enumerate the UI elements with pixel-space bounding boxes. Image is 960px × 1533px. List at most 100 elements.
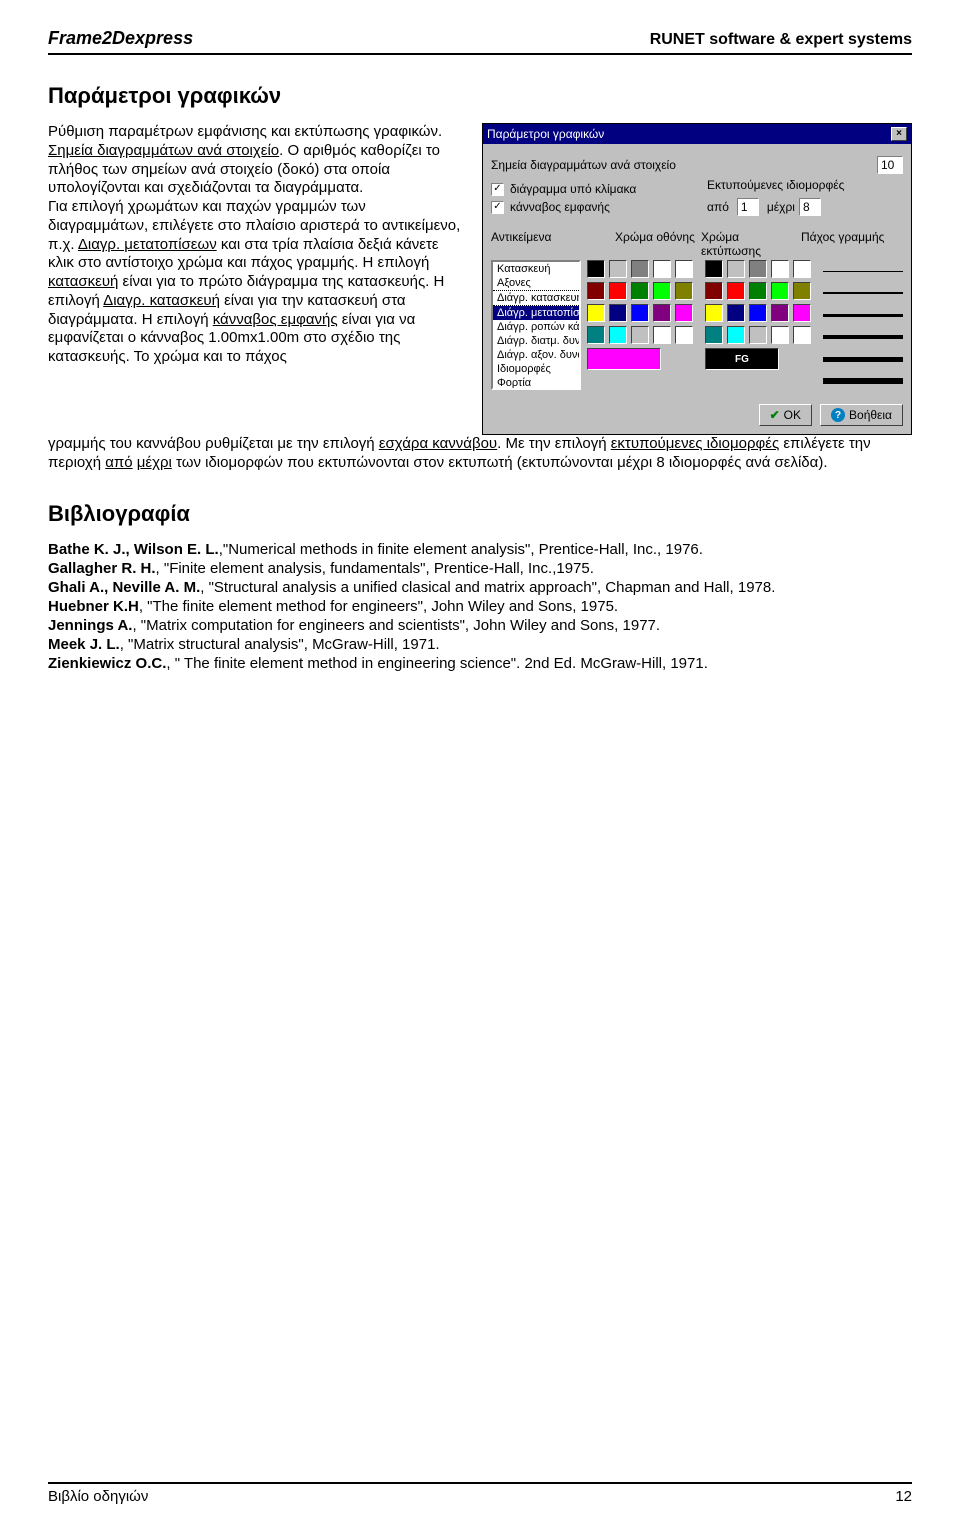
thickness-option[interactable] bbox=[823, 374, 903, 388]
list-item[interactable]: Κατασκευή bbox=[493, 262, 579, 276]
help-button[interactable]: ? Βοήθεια bbox=[820, 404, 903, 426]
color-swatch[interactable] bbox=[771, 260, 789, 278]
ok-button-label: OK bbox=[784, 408, 801, 422]
para-4-u1: εσχάρα καννάβου bbox=[379, 435, 497, 452]
para-4e: των ιδιομορφών που εκτυπώνονται στον εκτ… bbox=[172, 454, 828, 471]
thickness-option[interactable] bbox=[823, 330, 903, 344]
color-swatch[interactable] bbox=[771, 304, 789, 322]
color-swatch[interactable] bbox=[631, 282, 649, 300]
page-footer: Βιβλίο οδηγιών 12 bbox=[48, 1482, 912, 1505]
list-item[interactable]: Διάγρ. αξον. δυνάμεω bbox=[493, 348, 579, 362]
thickness-option[interactable] bbox=[823, 286, 903, 300]
screen-color-grid[interactable]: FG bbox=[587, 260, 693, 344]
color-swatch[interactable] bbox=[631, 304, 649, 322]
color-swatch[interactable] bbox=[675, 260, 693, 278]
checkbox-grid[interactable]: ✓ bbox=[491, 201, 504, 214]
color-swatch[interactable] bbox=[609, 304, 627, 322]
color-swatch[interactable] bbox=[675, 326, 693, 344]
color-swatch[interactable] bbox=[727, 282, 745, 300]
bib-entry: Zienkiewicz O.C., " The finite element m… bbox=[48, 655, 912, 672]
col-header-objects: Αντικείμενα bbox=[491, 230, 609, 258]
print-selected-swatch[interactable]: FG bbox=[705, 348, 779, 370]
color-swatch[interactable] bbox=[705, 304, 723, 322]
list-item[interactable]: Διάγρ. μετατοπίσεων bbox=[493, 306, 579, 320]
color-swatch[interactable] bbox=[653, 282, 671, 300]
points-label: Σημεία διαγραμμάτων ανά στοιχείο bbox=[491, 158, 877, 172]
color-swatch[interactable] bbox=[771, 326, 789, 344]
eigen-label: Εκτυπούμενες ιδιομορφές bbox=[707, 178, 903, 192]
thickness-option[interactable] bbox=[823, 264, 903, 278]
screen-selected-swatch[interactable] bbox=[587, 348, 661, 370]
bibliography-list: Bathe K. J., Wilson E. L.,"Numerical met… bbox=[48, 541, 912, 672]
color-swatch[interactable]: FG bbox=[653, 260, 671, 278]
from-label: από bbox=[707, 200, 729, 214]
company-name: RUNET software & expert systems bbox=[650, 31, 912, 49]
list-item[interactable]: Ιδιομορφές bbox=[493, 362, 579, 376]
color-swatch[interactable] bbox=[793, 282, 811, 300]
color-swatch[interactable] bbox=[749, 260, 767, 278]
footer-left: Βιβλίο οδηγιών bbox=[48, 1488, 148, 1505]
color-swatch[interactable] bbox=[749, 304, 767, 322]
col-header-print: Χρώμα εκτύπωσης bbox=[701, 230, 801, 258]
list-item[interactable]: Αξονες bbox=[493, 276, 579, 290]
close-icon[interactable]: × bbox=[891, 127, 907, 141]
bib-entry: Gallagher R. H., "Finite element analysi… bbox=[48, 560, 912, 577]
color-swatch[interactable] bbox=[631, 260, 649, 278]
color-swatch[interactable] bbox=[793, 260, 811, 278]
col-header-screen: Χρώμα οθόνης bbox=[609, 230, 701, 258]
checkbox-grid-label: κάνναβος εμφανής bbox=[510, 200, 610, 214]
color-swatch[interactable] bbox=[727, 326, 745, 344]
para-4a: γραμμής του καννάβου ρυθμίζεται με την ε… bbox=[48, 435, 379, 452]
thickness-picker[interactable] bbox=[823, 260, 903, 388]
thickness-option[interactable] bbox=[823, 352, 903, 366]
para-3-u2: κατασκευή bbox=[48, 273, 118, 290]
color-swatch[interactable] bbox=[771, 282, 789, 300]
list-item[interactable]: Διάγρ. κατασκευή bbox=[493, 290, 579, 306]
product-name: Frame2Dexpress bbox=[48, 28, 193, 49]
color-swatch[interactable] bbox=[675, 304, 693, 322]
from-input[interactable]: 1 bbox=[737, 198, 759, 216]
color-swatch[interactable] bbox=[705, 326, 723, 344]
color-swatch[interactable] bbox=[727, 304, 745, 322]
thickness-option[interactable] bbox=[823, 308, 903, 322]
bib-entry: Jennings A., "Matrix computation for eng… bbox=[48, 617, 912, 634]
color-swatch[interactable] bbox=[631, 326, 649, 344]
to-input[interactable]: 8 bbox=[799, 198, 821, 216]
color-swatch[interactable] bbox=[749, 326, 767, 344]
checkbox-scale[interactable]: ✓ bbox=[491, 183, 504, 196]
bib-entry: Bathe K. J., Wilson E. L.,"Numerical met… bbox=[48, 541, 912, 558]
ok-button[interactable]: ✔ OK bbox=[759, 404, 812, 426]
to-label: μέχρι bbox=[767, 200, 795, 214]
color-swatch[interactable] bbox=[609, 326, 627, 344]
color-swatch[interactable] bbox=[653, 304, 671, 322]
para-4-u4: μέχρι bbox=[137, 454, 172, 471]
para-2-underline: Σημεία διαγραμμάτων ανά στοιχείο bbox=[48, 142, 279, 159]
list-item[interactable]: Διάγρ. διατμ. δυνάμεω bbox=[493, 334, 579, 348]
question-icon: ? bbox=[831, 408, 845, 422]
color-swatch[interactable] bbox=[705, 282, 723, 300]
para-4-u3: από bbox=[105, 454, 132, 471]
color-swatch[interactable] bbox=[609, 282, 627, 300]
points-input[interactable]: 10 bbox=[877, 156, 903, 174]
color-swatch[interactable] bbox=[653, 326, 671, 344]
section-title-biblio: Βιβλιογραφία bbox=[48, 501, 912, 527]
color-swatch[interactable] bbox=[749, 282, 767, 300]
color-swatch[interactable] bbox=[587, 282, 605, 300]
screen-color-palette: FG FG bbox=[587, 260, 903, 390]
color-swatch[interactable] bbox=[727, 260, 745, 278]
para-4b: . Με την επιλογή bbox=[497, 435, 611, 452]
list-item[interactable]: Φορτία bbox=[493, 376, 579, 390]
checkbox-scale-label: διάγραμμα υπό κλίμακα bbox=[510, 182, 636, 196]
objects-listbox[interactable]: ΚατασκευήΑξονεςΔιάγρ. κατασκευήΔιάγρ. με… bbox=[491, 260, 581, 390]
color-swatch[interactable] bbox=[609, 260, 627, 278]
color-swatch[interactable] bbox=[793, 304, 811, 322]
color-swatch[interactable] bbox=[705, 260, 723, 278]
color-swatch[interactable] bbox=[675, 282, 693, 300]
list-item[interactable]: Διάγρ. ροπών κάμψης bbox=[493, 320, 579, 334]
print-color-grid[interactable] bbox=[705, 260, 811, 344]
color-swatch[interactable] bbox=[793, 326, 811, 344]
color-swatch[interactable] bbox=[587, 304, 605, 322]
help-button-label: Βοήθεια bbox=[849, 408, 892, 422]
color-swatch[interactable] bbox=[587, 326, 605, 344]
color-swatch[interactable] bbox=[587, 260, 605, 278]
